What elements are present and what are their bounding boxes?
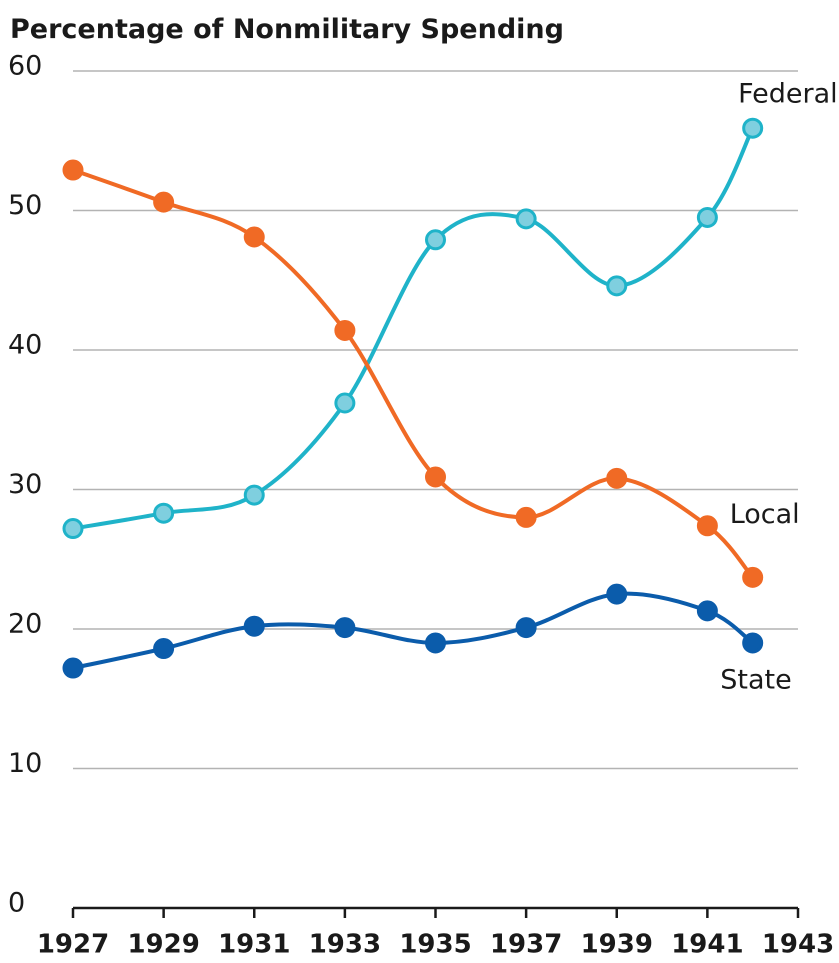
x-tick-label: 1941	[671, 930, 743, 960]
series-line	[72, 591, 754, 671]
x-tick-label: 1933	[309, 930, 381, 960]
y-tick-label: 20	[8, 609, 42, 640]
x-tick-label: 1937	[490, 930, 562, 960]
y-tick-label: 0	[8, 888, 25, 919]
point	[742, 632, 764, 654]
x-tick-label: 1927	[37, 930, 109, 960]
point	[62, 657, 84, 679]
series-label: Federal	[738, 79, 838, 110]
point	[243, 226, 265, 248]
y-tick-label: 60	[8, 51, 42, 82]
point	[425, 632, 446, 654]
point	[742, 117, 764, 139]
point	[696, 600, 718, 622]
point	[62, 518, 84, 540]
y-tick-label: 30	[8, 469, 42, 500]
point	[515, 506, 537, 528]
point	[334, 319, 356, 341]
x-tick-label: 1931	[218, 930, 290, 960]
x-tick-label: 1943	[762, 930, 834, 960]
point	[606, 467, 628, 489]
y-tick-label: 50	[8, 190, 42, 221]
series-label: State	[720, 664, 791, 695]
point	[425, 466, 446, 488]
point	[243, 615, 265, 637]
y-tick-label: 40	[8, 330, 42, 361]
point	[243, 484, 265, 506]
x-tick-label: 1929	[127, 930, 199, 960]
chart-title: Percentage of Nonmilitary Spending	[10, 14, 564, 45]
point	[606, 275, 628, 297]
x-tick-label: 1939	[581, 930, 653, 960]
point	[334, 617, 356, 639]
series-line	[72, 168, 755, 579]
point	[62, 159, 84, 181]
point	[515, 617, 537, 639]
point	[606, 583, 628, 605]
point	[334, 392, 356, 414]
point	[153, 502, 175, 524]
series-line	[72, 127, 755, 531]
point	[153, 638, 175, 660]
series-label: Local	[730, 499, 800, 530]
point	[153, 191, 175, 213]
point	[515, 208, 537, 230]
point	[425, 229, 446, 251]
point	[696, 515, 718, 537]
point	[696, 206, 718, 228]
point	[742, 566, 764, 588]
y-tick-label: 10	[8, 748, 42, 779]
x-tick-label: 1935	[399, 930, 471, 960]
